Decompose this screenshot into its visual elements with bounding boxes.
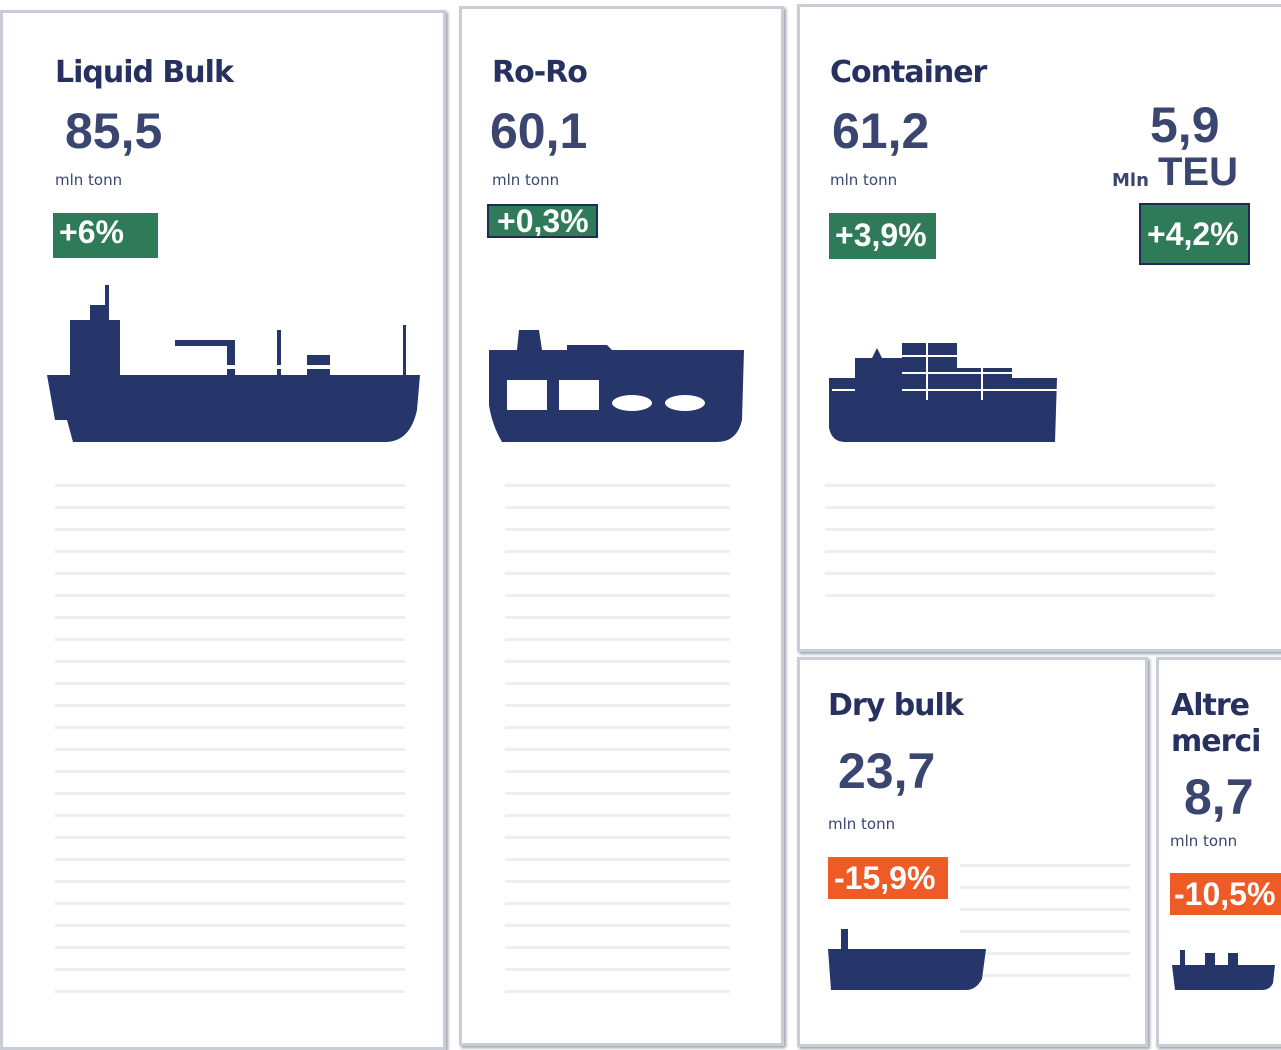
dry-bulk-icon — [828, 929, 986, 990]
change-badge: +3,9% — [829, 213, 936, 259]
title: Container — [830, 55, 987, 90]
value: 60,1 — [490, 103, 588, 159]
general-cargo-icon — [1172, 950, 1275, 990]
change-badge: -15,9% — [828, 857, 948, 899]
title: Altre merci — [1171, 688, 1261, 759]
unit: mln tonn — [1170, 832, 1238, 850]
faded-text — [960, 850, 1130, 980]
faded-text — [55, 470, 405, 1000]
tanker-icon — [47, 285, 420, 442]
unit: mln tonn — [492, 171, 560, 189]
title: Dry bulk — [828, 688, 964, 723]
title: Liquid Bulk — [55, 55, 234, 90]
change-badge: +0,3% — [487, 204, 598, 238]
value: 85,5 — [65, 103, 163, 159]
unit: mln tonn — [828, 815, 896, 833]
title: Ro-Ro — [492, 55, 588, 90]
teu-prefix: Mln — [1112, 170, 1149, 191]
unit: mln tonn — [55, 171, 123, 189]
faded-text — [825, 470, 1215, 610]
container-ship-icon — [829, 343, 1057, 442]
teu-value: 5,9 — [1150, 97, 1220, 153]
roro-icon — [489, 330, 744, 442]
faded-text — [505, 470, 730, 1000]
value: 23,7 — [838, 743, 936, 799]
teu-unit: TEU — [1158, 150, 1238, 194]
change-badge: -10,5% — [1170, 873, 1281, 915]
unit: mln tonn — [830, 171, 898, 189]
value: 61,2 — [832, 103, 930, 159]
change-badge: +6% — [53, 213, 158, 258]
value: 8,7 — [1184, 769, 1254, 825]
teu-change-badge: +4,2% — [1139, 203, 1250, 265]
